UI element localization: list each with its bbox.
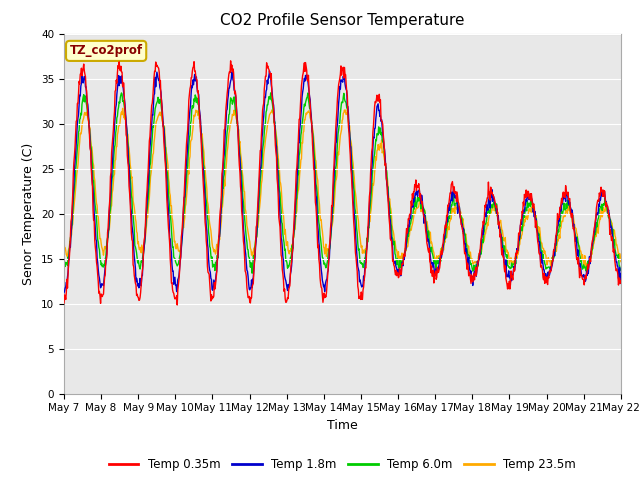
X-axis label: Time: Time (327, 419, 358, 432)
Text: TZ_co2prof: TZ_co2prof (70, 44, 143, 58)
Legend: Temp 0.35m, Temp 1.8m, Temp 6.0m, Temp 23.5m: Temp 0.35m, Temp 1.8m, Temp 6.0m, Temp 2… (104, 454, 581, 476)
Title: CO2 Profile Sensor Temperature: CO2 Profile Sensor Temperature (220, 13, 465, 28)
Y-axis label: Senor Temperature (C): Senor Temperature (C) (22, 143, 35, 285)
